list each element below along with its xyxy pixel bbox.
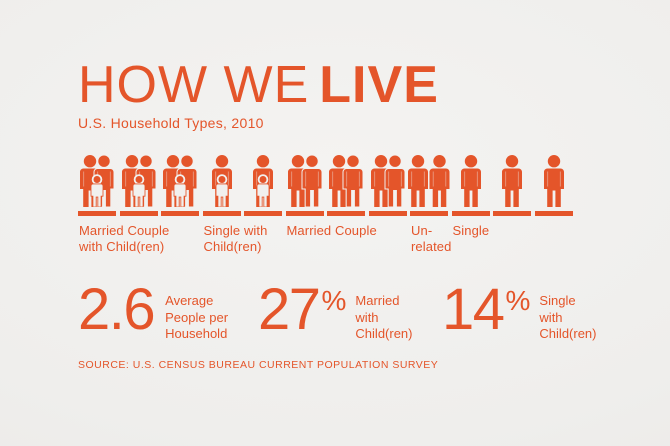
couple-with-child-icon	[121, 155, 156, 207]
single-icon	[460, 155, 481, 207]
axis-segment	[285, 211, 324, 216]
unrelated-pair-icon	[408, 155, 450, 207]
stat-label: Married with Child(ren)	[355, 293, 413, 341]
pictogram-couple-with-child	[78, 155, 116, 216]
pictogram-group-unrelated-pair: Un- related	[408, 155, 451, 254]
icon-wrap	[543, 155, 564, 207]
pictogram-couple	[327, 155, 365, 216]
axis-segment	[327, 211, 365, 216]
page-title: HOW WE LIVE	[78, 59, 439, 111]
pictogram-single-with-child	[202, 155, 241, 216]
group-label: Single with Child(ren)	[203, 223, 268, 254]
household-pictogram-chart: Married Couple with Child(ren) Single wi…	[78, 155, 573, 254]
axis-segment	[410, 211, 448, 216]
pictogram-couple	[285, 155, 324, 216]
source-note: SOURCE: U.S. CENSUS BUREAU CURRENT POPUL…	[78, 359, 439, 371]
stat-percent-sign: %	[321, 285, 347, 316]
icon-wrap	[502, 155, 522, 207]
axis-segment	[493, 211, 531, 216]
axis-segment	[534, 211, 573, 216]
pictogram-group-couple: Married Couple	[285, 155, 407, 238]
icon-wrap	[80, 155, 114, 207]
stat-label: Single with Child(ren)	[539, 293, 597, 341]
pictogram-single-with-child	[244, 155, 282, 216]
axis-segment	[161, 211, 199, 216]
header: HOW WE LIVE U.S. Household Types, 2010	[78, 59, 439, 131]
stat-block: 14% Single with Child(ren)	[442, 281, 597, 343]
title-light: HOW WE	[78, 56, 310, 114]
pictogram-cells	[408, 155, 450, 216]
axis-segment	[119, 211, 158, 216]
couple-icon	[329, 155, 363, 207]
couple-icon	[370, 155, 405, 207]
icon-wrap	[163, 155, 197, 207]
single-icon	[502, 155, 522, 207]
icon-wrap	[287, 155, 322, 207]
icon-wrap	[211, 155, 232, 207]
icon-wrap	[370, 155, 405, 207]
pictogram-couple-with-child	[161, 155, 199, 216]
stat-value: 2.6	[78, 277, 156, 342]
pictogram-cells	[451, 155, 573, 216]
single-with-child-icon	[253, 155, 273, 207]
group-label: Married Couple with Child(ren)	[79, 223, 170, 254]
stat-value: 14	[442, 277, 505, 342]
axis-segment	[451, 211, 490, 216]
stat-value: 27	[258, 277, 321, 342]
axis-segment	[78, 211, 116, 216]
single-icon	[543, 155, 564, 207]
axis-segment	[244, 211, 282, 216]
pictogram-cells	[202, 155, 282, 216]
stat-block: 2.6 Average People per Household	[78, 281, 228, 343]
group-label: Un- related	[411, 223, 452, 254]
pictogram-unrelated-pair	[408, 155, 450, 216]
pictogram-cells	[285, 155, 407, 216]
icon-wrap	[253, 155, 273, 207]
axis-segment	[202, 211, 241, 216]
pictogram-couple	[368, 155, 407, 216]
icon-wrap	[460, 155, 481, 207]
stat-block: 27% Married with Child(ren)	[258, 281, 413, 343]
icon-wrap	[329, 155, 363, 207]
subtitle: U.S. Household Types, 2010	[78, 115, 264, 131]
couple-with-child-icon	[163, 155, 197, 207]
pictogram-single	[534, 155, 573, 216]
icon-wrap	[121, 155, 156, 207]
title-bold: LIVE	[319, 56, 439, 114]
pictogram-single	[493, 155, 531, 216]
couple-icon	[287, 155, 322, 207]
pictogram-group-single: Single	[451, 155, 573, 238]
group-label: Married Couple	[286, 223, 377, 238]
couple-with-child-icon	[80, 155, 114, 207]
axis-segment	[368, 211, 407, 216]
icon-wrap	[408, 155, 450, 207]
single-with-child-icon	[211, 155, 232, 207]
pictogram-single	[451, 155, 490, 216]
pictogram-group-couple-with-child: Married Couple with Child(ren)	[78, 155, 199, 254]
pictogram-group-single-with-child: Single with Child(ren)	[202, 155, 282, 254]
pictogram-cells	[78, 155, 199, 216]
group-label: Single	[452, 223, 490, 238]
stat-label: Average People per Household	[165, 293, 229, 341]
pictogram-couple-with-child	[119, 155, 158, 216]
stat-percent-sign: %	[505, 285, 531, 316]
